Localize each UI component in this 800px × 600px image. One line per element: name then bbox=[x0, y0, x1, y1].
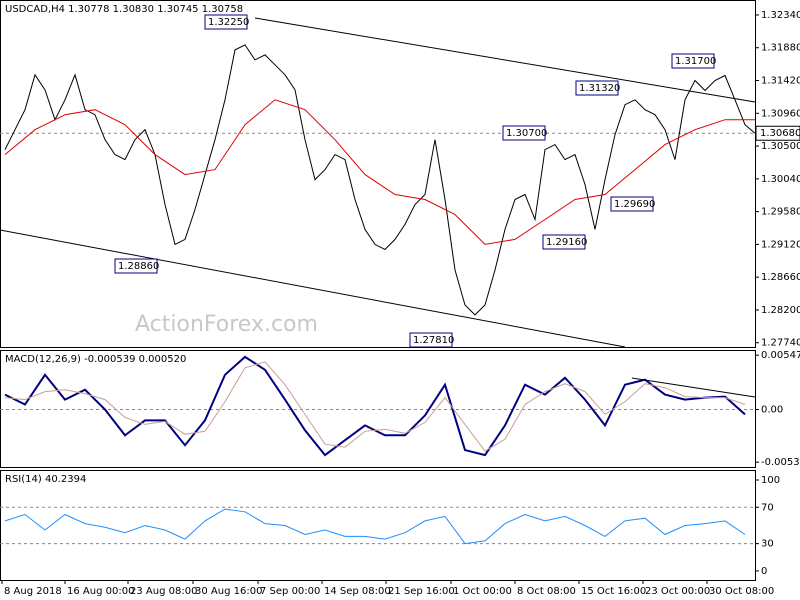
x-tick-label: 8 Aug 2018 bbox=[4, 586, 62, 597]
trend-line bbox=[0, 229, 626, 348]
trend-line bbox=[254, 17, 756, 103]
y-tick-label: 70 bbox=[761, 502, 774, 513]
price-label-box bbox=[204, 14, 248, 30]
price-label: 1.31700 bbox=[675, 56, 716, 67]
y-tick-label: 0.005478 bbox=[761, 350, 800, 361]
y-tick-label: 1.32340 bbox=[761, 10, 800, 21]
price-label: 1.27810 bbox=[413, 335, 454, 346]
price-label-box bbox=[575, 80, 619, 96]
price-label: 1.29690 bbox=[614, 199, 655, 210]
x-tick-label: 30 Aug 16:00 bbox=[195, 586, 262, 597]
series-line bbox=[4, 361, 746, 452]
panel-title: RSI(14) 40.2394 bbox=[5, 474, 86, 485]
y-tick-label: 30 bbox=[761, 539, 774, 550]
price-label: 1.32250 bbox=[208, 17, 249, 28]
price-label-box bbox=[671, 53, 715, 69]
price-label-box bbox=[502, 125, 546, 141]
y-tick-label: 1.31420 bbox=[761, 76, 800, 87]
x-tick-label: 23 Oct 00:00 bbox=[645, 586, 710, 597]
price-label: 1.28860 bbox=[118, 261, 159, 272]
x-tick-label: 23 Aug 08:00 bbox=[130, 586, 197, 597]
y-tick-label: 1.31880 bbox=[761, 43, 800, 54]
y-tick-label: 0.00 bbox=[761, 404, 783, 415]
x-tick-label: 14 Sep 08:00 bbox=[324, 586, 391, 597]
y-tick-label: 1.27740 bbox=[761, 338, 800, 349]
x-tick-label: 7 Sep 00:00 bbox=[260, 586, 320, 597]
x-tick-label: 15 Oct 16:00 bbox=[581, 586, 646, 597]
price-label: 1.29160 bbox=[546, 237, 587, 248]
price-label-box bbox=[610, 196, 654, 212]
y-tick-label: 0 bbox=[761, 566, 767, 577]
y-tick-label: 1.30960 bbox=[761, 108, 800, 119]
price-label: 1.30700 bbox=[506, 128, 547, 139]
panel-frame bbox=[0, 470, 756, 581]
price-label-box bbox=[542, 234, 586, 250]
series-line bbox=[4, 44, 756, 316]
y-tick-label: 1.28660 bbox=[761, 272, 800, 283]
macd-trend-line bbox=[631, 377, 756, 398]
series-line bbox=[4, 99, 755, 245]
y-tick-label: 1.28200 bbox=[761, 305, 800, 316]
watermark: ActionForex.com bbox=[135, 312, 318, 337]
x-tick-label: 16 Aug 00:00 bbox=[67, 586, 134, 597]
y-tick-label: -0.005314 bbox=[761, 457, 800, 468]
price-label-box bbox=[409, 332, 453, 348]
price-label-box bbox=[114, 258, 158, 274]
x-tick-label: 30 Oct 08:00 bbox=[709, 586, 774, 597]
price-label: 1.31320 bbox=[579, 83, 620, 94]
panel-frame bbox=[0, 0, 756, 348]
y-tick-label: 1.29580 bbox=[761, 207, 800, 218]
last-price-label: 1.30680 bbox=[760, 128, 800, 139]
x-tick-label: 21 Sep 16:00 bbox=[388, 586, 455, 597]
last-price-box bbox=[755, 125, 800, 141]
series-line bbox=[4, 508, 746, 545]
y-tick-label: 1.30500 bbox=[761, 141, 800, 152]
y-tick-label: 100 bbox=[761, 475, 780, 486]
x-tick-label: 1 Oct 00:00 bbox=[453, 586, 512, 597]
y-tick-label: 1.29120 bbox=[761, 239, 800, 250]
y-tick-label: 1.30040 bbox=[761, 174, 800, 185]
panel-title: USDCAD,H4 1.30778 1.30830 1.30745 1.3075… bbox=[5, 4, 243, 15]
x-tick-label: 8 Oct 08:00 bbox=[517, 586, 576, 597]
panel-title: MACD(12,26,9) -0.000539 0.000520 bbox=[5, 354, 186, 365]
